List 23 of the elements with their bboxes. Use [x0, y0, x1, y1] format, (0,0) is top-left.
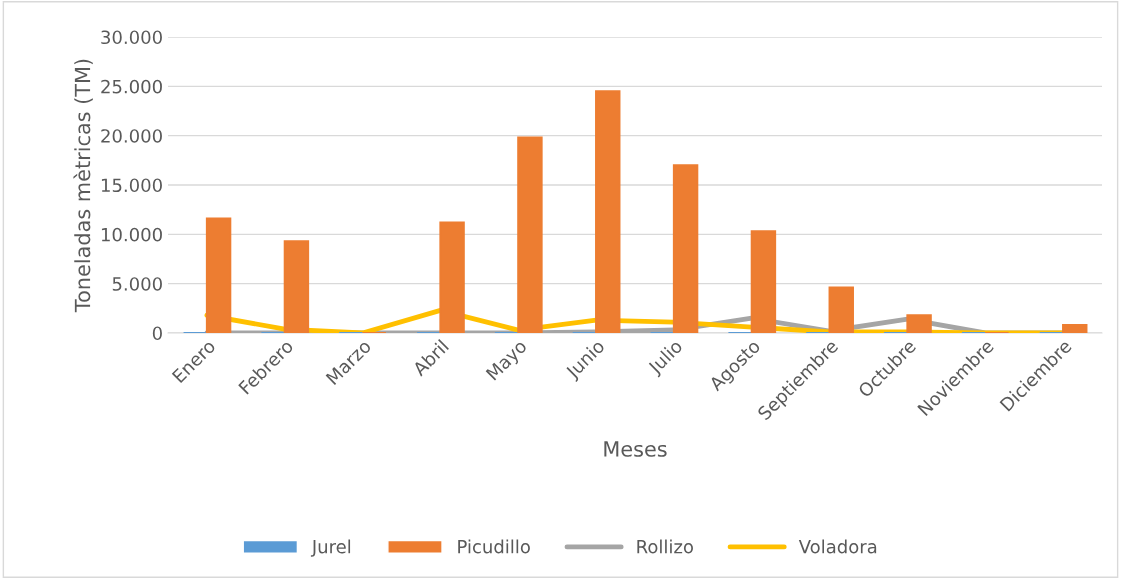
- y-tick-label: 0: [152, 326, 162, 341]
- y-tick-label: 15.000: [101, 178, 162, 193]
- bar: [1062, 324, 1088, 333]
- y-tick-label: 5.000: [112, 277, 162, 291]
- bar: [750, 230, 777, 333]
- legend-label: Rollizo: [637, 539, 693, 554]
- x-axis-title: Meses: [604, 441, 667, 457]
- bar: [517, 136, 543, 333]
- legend-label: Picudillo: [458, 539, 530, 554]
- bar: [906, 314, 932, 333]
- legend-label: Voladora: [798, 539, 877, 554]
- bar: [205, 217, 232, 333]
- legend-label: Jurel: [310, 539, 351, 557]
- y-axis-title: Toneladas mètricas (TM): [73, 59, 93, 313]
- bar: [828, 286, 854, 333]
- bar: [672, 164, 699, 333]
- y-tick-label: 30.000: [101, 30, 162, 45]
- y-tick-label: 10.000: [101, 227, 162, 242]
- bar: [283, 240, 310, 333]
- bar: [595, 90, 621, 333]
- bar: [439, 221, 465, 333]
- y-tick-label: 25.000: [101, 79, 162, 94]
- y-tick-label: 20.000: [101, 129, 162, 143]
